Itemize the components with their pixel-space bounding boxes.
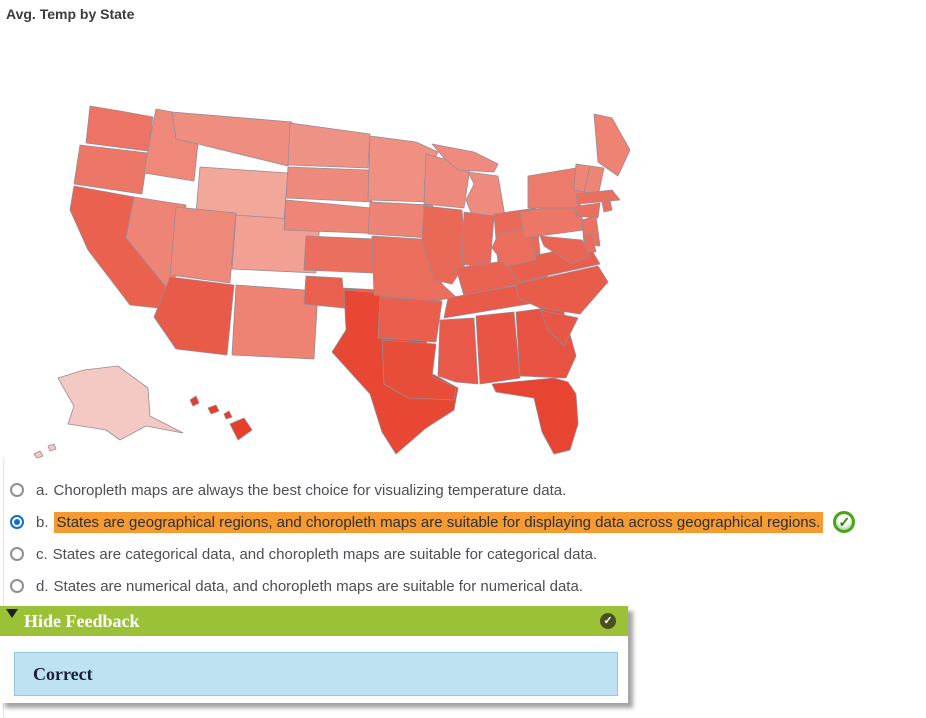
radio-c[interactable] (10, 547, 24, 561)
state-ak (47, 443, 57, 452)
state-hi (229, 417, 253, 441)
option-letter-d: d. (36, 577, 49, 595)
state-sc (539, 309, 579, 347)
state-or (73, 144, 149, 195)
option-text-c: States are categorical data, and choropl… (52, 545, 598, 563)
state-ak (33, 450, 44, 459)
state-il (421, 205, 467, 285)
answer-option-d[interactable]: d. States are numerical data, and choropl… (10, 574, 926, 598)
hide-feedback-button[interactable]: Hide Feedback (24, 611, 140, 631)
state-la (381, 339, 457, 401)
feedback-result-box: Correct (14, 652, 618, 696)
collapse-triangle-icon[interactable] (6, 609, 18, 618)
feedback-body: Correct (0, 636, 628, 703)
state-ar (377, 296, 443, 343)
option-text-a: Choropleth maps are always the best choi… (53, 481, 567, 499)
state-ms (437, 317, 479, 385)
state-hi (207, 404, 220, 415)
state-ct (575, 202, 601, 219)
answer-option-b[interactable]: b. States are geographical regions, and c… (10, 510, 926, 534)
option-letter-a: a. (36, 481, 49, 499)
state-hi (223, 410, 233, 420)
option-text-d: States are numerical data, and choroplet… (53, 577, 583, 595)
state-md (539, 235, 591, 265)
state-mn (367, 135, 439, 203)
state-hi (189, 395, 200, 407)
state-sd (285, 166, 373, 203)
state-in (461, 211, 495, 269)
radio-b-selected[interactable] (10, 515, 24, 529)
answer-options: a. Choropleth maps are always the best ch… (0, 478, 926, 606)
state-mt (171, 111, 293, 167)
correct-check-icon: ✓ (833, 511, 856, 533)
state-nd (287, 122, 371, 169)
page-title: Avg. Temp by State (6, 6, 135, 22)
state-fl (491, 377, 579, 455)
state-ut (169, 206, 237, 284)
state-nc (515, 265, 609, 315)
state-al (475, 311, 521, 385)
header-check-icon: ✓ (600, 613, 616, 629)
state-az (153, 276, 235, 356)
radio-a[interactable] (10, 483, 24, 497)
option-text-b: States are geographical regions, and cho… (53, 511, 824, 533)
state-ak (57, 365, 184, 441)
answer-option-c[interactable]: c. States are categorical data, and choro… (10, 542, 926, 566)
feedback-panel: Hide Feedback ✓ Correct (0, 606, 628, 703)
radio-d[interactable] (10, 579, 24, 593)
state-ri (601, 199, 613, 213)
content-left-border (3, 458, 4, 718)
us-choropleth-map (33, 105, 631, 459)
state-wa (85, 105, 154, 152)
feedback-header[interactable]: Hide Feedback ✓ (0, 606, 628, 636)
state-me (593, 113, 631, 177)
option-letter-c: c. (36, 545, 48, 563)
answer-option-a[interactable]: a. Choropleth maps are always the best ch… (10, 478, 926, 502)
state-nm (231, 284, 319, 360)
state-mi (431, 143, 499, 173)
option-letter-b: b. (36, 513, 49, 531)
